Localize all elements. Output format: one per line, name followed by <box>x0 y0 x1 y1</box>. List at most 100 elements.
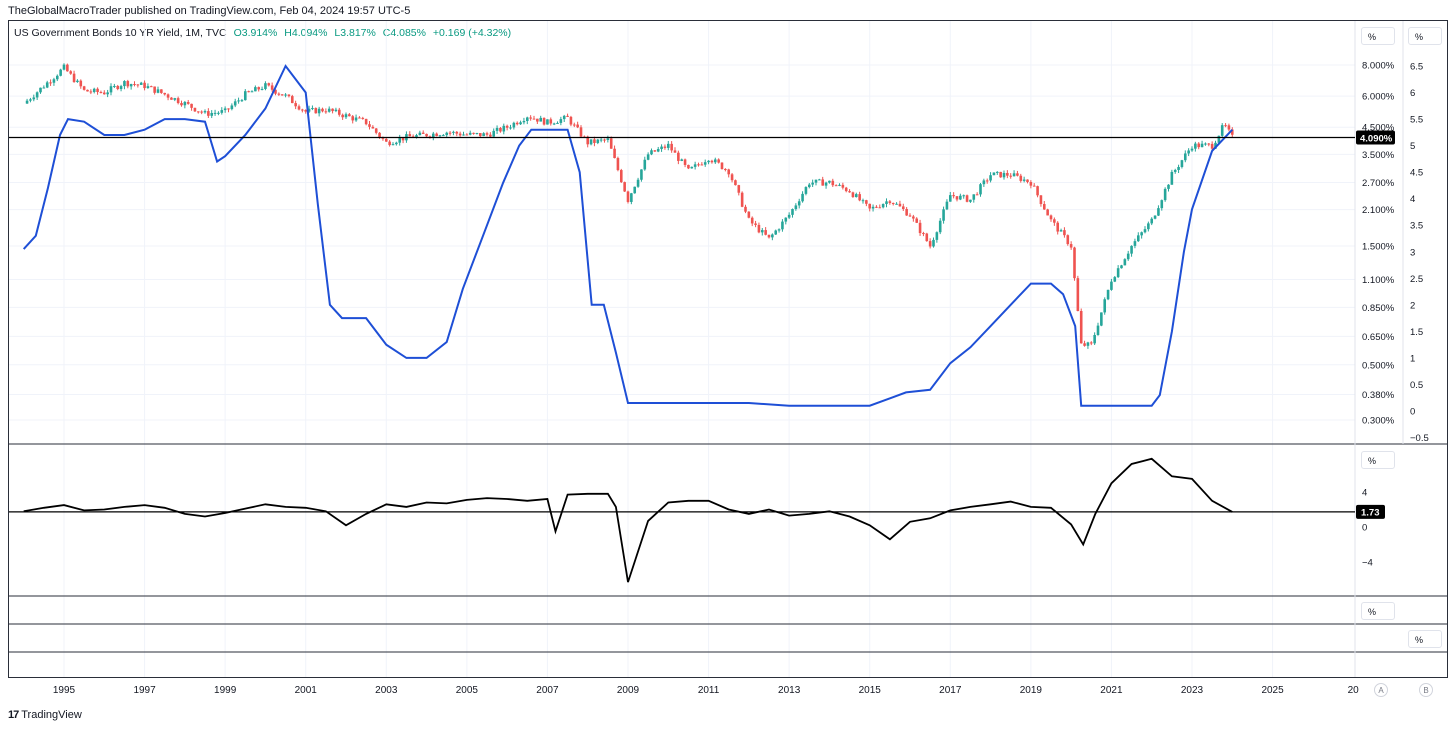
candle-body <box>136 84 140 86</box>
candle-body <box>143 82 146 89</box>
candle-body <box>660 146 663 150</box>
candle-body <box>710 160 714 163</box>
candle-body <box>250 91 254 93</box>
candle-body <box>384 138 388 142</box>
candle-body <box>160 89 163 93</box>
rate-line-series <box>22 64 1234 407</box>
candle-body <box>509 127 512 129</box>
candle-body <box>666 143 670 148</box>
candle-body <box>613 148 616 159</box>
candle-body <box>1113 277 1117 282</box>
candle-body <box>969 199 972 202</box>
legend-symbol[interactable]: US Government Bonds 10 YR Yield, 1M, TVC <box>14 27 227 39</box>
candle-body <box>415 135 418 138</box>
candle-body <box>1230 129 1234 135</box>
candle-body <box>972 194 976 200</box>
candle-body <box>1143 229 1147 233</box>
candle-body <box>233 101 237 106</box>
candle-body <box>156 89 160 93</box>
candle-body <box>240 100 244 102</box>
candle-body <box>562 115 566 120</box>
yield-tick-label: 2.700% <box>1362 178 1395 189</box>
candle-body <box>102 92 106 95</box>
candle-body <box>123 81 126 87</box>
candle-body <box>341 114 344 118</box>
candle-body <box>1059 230 1063 232</box>
candle-body <box>361 117 365 119</box>
candle-body <box>39 87 42 93</box>
candle-body <box>264 83 267 89</box>
candle-body <box>888 201 892 204</box>
candle-body <box>586 136 590 145</box>
candle-body <box>569 116 573 125</box>
candle-body <box>549 119 553 124</box>
candle-body <box>532 118 536 120</box>
candle-body <box>1163 188 1167 201</box>
candle-body <box>378 132 381 138</box>
candle-body <box>274 89 277 94</box>
candle-body <box>690 166 694 169</box>
candle-body <box>720 162 724 170</box>
oscillator-line-series <box>23 457 1233 583</box>
candle-body <box>395 142 398 145</box>
candle-body <box>616 158 620 171</box>
candle-body <box>542 117 546 125</box>
rate-tick-label: 2.5 <box>1410 274 1423 285</box>
candle-body <box>838 184 841 186</box>
axis-a-button[interactable]: A <box>1374 683 1388 697</box>
candle-body <box>989 175 992 181</box>
candle-body <box>677 152 680 161</box>
candle-body <box>1093 335 1096 344</box>
candle-body <box>868 203 872 209</box>
candle-body <box>670 143 673 151</box>
rate-axis-unit-button[interactable]: % <box>1408 27 1442 45</box>
time-tick-label: 2015 <box>859 685 882 696</box>
candle-body <box>663 146 667 148</box>
candle-body <box>737 185 741 193</box>
time-tick-label: 2007 <box>536 685 559 696</box>
candle-body <box>462 134 465 136</box>
candle-body <box>861 200 865 202</box>
candle-body <box>774 230 778 235</box>
candle-body <box>881 204 885 208</box>
candle-body <box>834 185 838 187</box>
candle-body <box>364 118 368 125</box>
oscillator-unit-button[interactable]: % <box>1361 451 1395 469</box>
axis-b-button[interactable]: B <box>1419 683 1433 697</box>
candle-body <box>1157 208 1160 216</box>
candle-body <box>566 115 569 117</box>
candle-body <box>935 232 939 240</box>
legend-open: O3.914% <box>233 27 278 39</box>
candle-body <box>895 203 898 205</box>
rate-tick-label: 6 <box>1410 88 1415 99</box>
candle-body <box>1170 171 1174 185</box>
pane3-unit-button[interactable]: % <box>1361 602 1395 620</box>
time-tick-label: 2019 <box>1020 685 1043 696</box>
rate-tick-label: 4.5 <box>1410 168 1423 179</box>
candle-body <box>502 125 506 132</box>
candle-body <box>280 94 284 96</box>
candle-body <box>79 80 83 87</box>
candle-body <box>109 86 113 93</box>
candle-body <box>1049 215 1053 220</box>
candle-body <box>371 126 375 129</box>
candle-body <box>203 111 207 113</box>
time-tick-label: 2005 <box>456 685 479 696</box>
candle-body <box>824 182 828 186</box>
candle-body <box>948 195 952 202</box>
candle-body <box>764 230 767 235</box>
candle-body <box>1079 310 1083 344</box>
candle-body <box>633 186 637 194</box>
candle-body <box>1194 143 1197 149</box>
candle-body <box>1214 142 1217 149</box>
candle-body <box>593 139 596 143</box>
yield-axis-unit-button[interactable]: % <box>1361 27 1395 45</box>
candle-body <box>62 64 66 70</box>
candle-body <box>307 108 311 112</box>
candle-body <box>891 203 895 205</box>
candle-body <box>791 209 794 215</box>
pane4-unit-button[interactable]: % <box>1408 630 1442 648</box>
candle-body <box>492 130 496 137</box>
candle-body <box>821 179 825 186</box>
